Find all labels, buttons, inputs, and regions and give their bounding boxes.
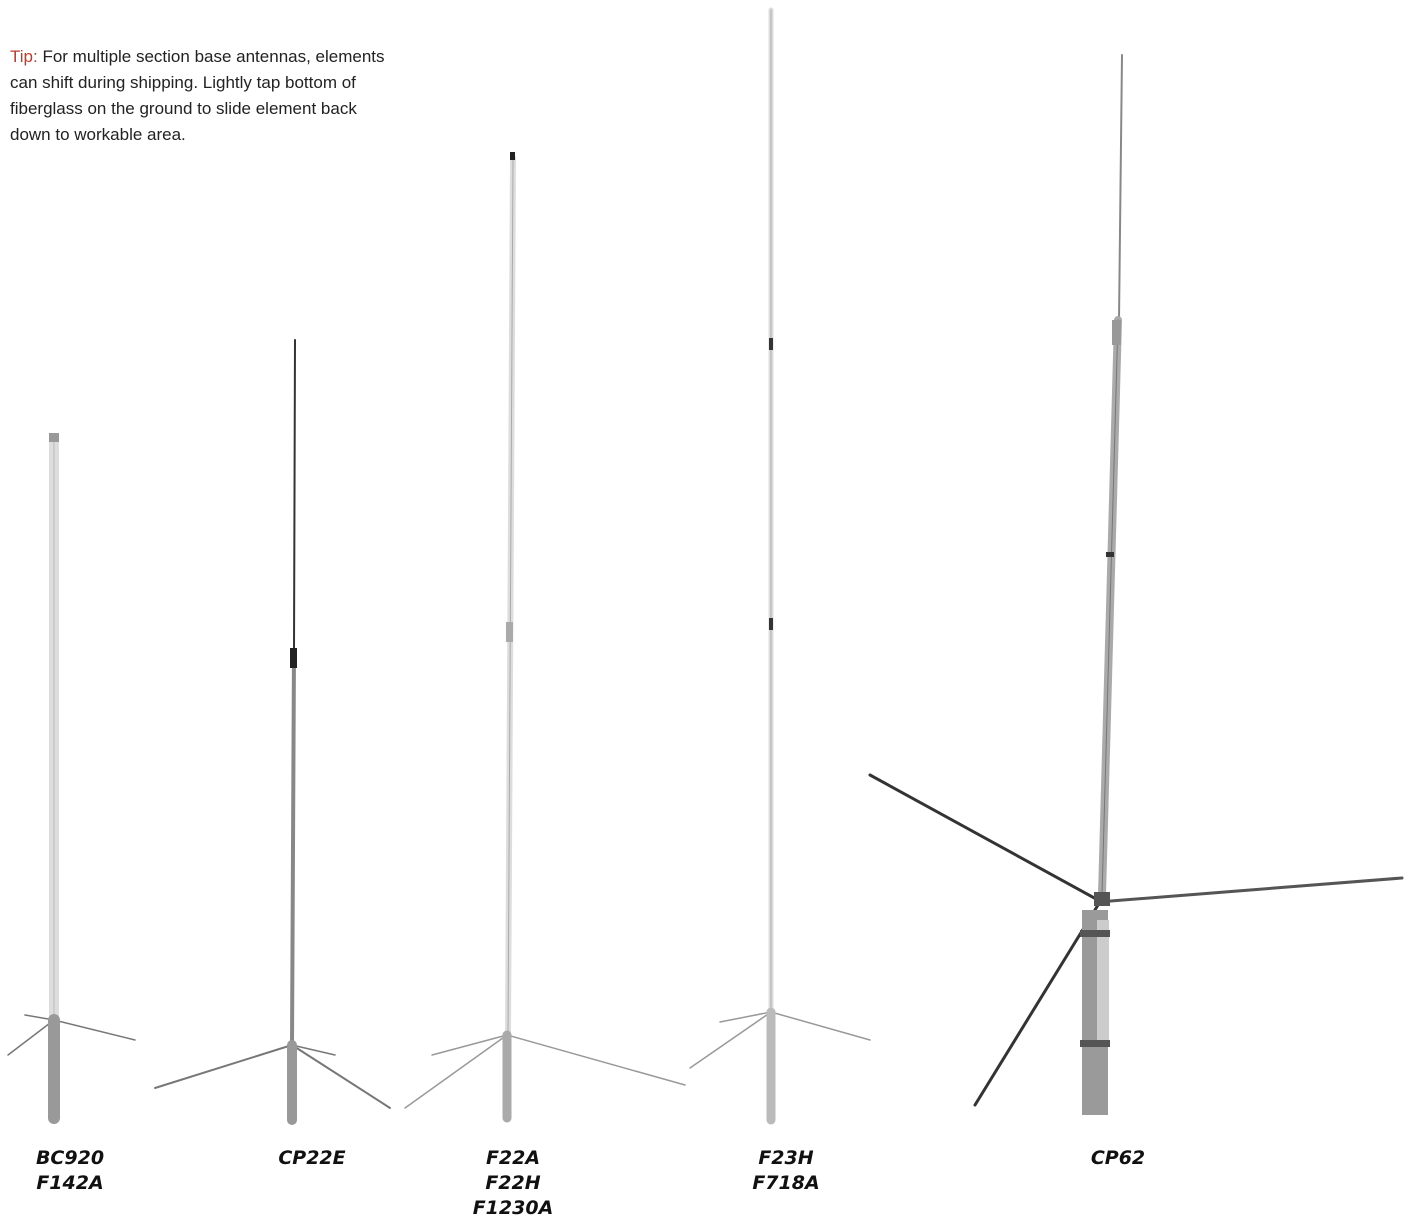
model-label: BC920	[36, 1147, 104, 1169]
model-label: F718A	[752, 1172, 819, 1194]
model-label: CP62	[1091, 1147, 1145, 1169]
tip-line: Tip: For multiple section base antennas,…	[10, 44, 385, 70]
tip-text-line: fiberglass on the ground to slide elemen…	[10, 99, 357, 118]
tip-line: down to workable area.	[10, 122, 385, 148]
model-label: F23H	[758, 1147, 813, 1169]
model-label: CP22E	[278, 1147, 345, 1169]
model-label: F142A	[36, 1172, 103, 1194]
tip-text-line: For multiple section base antennas, elem…	[42, 47, 385, 66]
model-label: F22H	[485, 1172, 540, 1194]
tip-text-line: down to workable area.	[10, 125, 186, 144]
tip-label: Tip:	[10, 47, 38, 66]
tip-line: fiberglass on the ground to slide elemen…	[10, 96, 385, 122]
model-label: F1230A	[473, 1197, 554, 1218]
tip-text: Tip: For multiple section base antennas,…	[10, 44, 385, 148]
tip-text-line: can shift during shipping. Lightly tap b…	[10, 73, 356, 92]
model-label: F22A	[486, 1147, 540, 1169]
tip-line: can shift during shipping. Lightly tap b…	[10, 70, 385, 96]
